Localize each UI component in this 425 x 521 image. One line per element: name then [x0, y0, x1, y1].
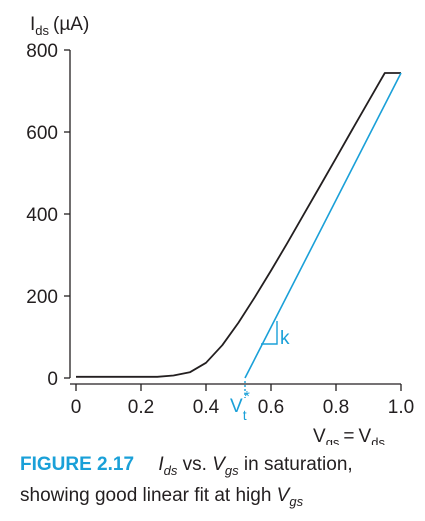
figure-label: FIGURE 2.17: [20, 454, 135, 475]
x-ticks: 0 0.2 0.4 0.6 0.8 1.0: [71, 384, 414, 418]
series-line-1: [244, 72, 402, 379]
y-tick-label-3: 600: [26, 123, 58, 144]
y-tick-label-1: 200: [26, 287, 58, 308]
caption-ids: Ids: [158, 454, 178, 478]
x-axis-label: Vgs = Vds: [313, 426, 385, 445]
y-tick-label-4: 800: [26, 41, 58, 62]
caption-line2-text: showing good linear fit at high: [20, 484, 277, 506]
x-tick-label-0: 0: [71, 397, 82, 418]
caption-line-2: showing good linear fit at high Vgs: [20, 483, 420, 514]
series-line-0: [76, 72, 401, 378]
series-group: [76, 72, 402, 379]
y-ticks: 0 200 400 600 800: [26, 41, 70, 390]
x-tick-label-5: 1.0: [388, 397, 414, 418]
slope-label: k: [280, 328, 290, 349]
slope-triangle: [261, 321, 278, 345]
x-tick-label-3: 0.6: [258, 397, 284, 418]
caption-line-1: FIGURE 2.17 Ids vs. Vgs in saturation,: [20, 452, 420, 483]
vt-star: *: [244, 388, 250, 405]
x-tick-label-1: 0.2: [128, 397, 154, 418]
y-tick-label-2: 400: [26, 205, 58, 226]
vt-label: Vt: [230, 396, 247, 423]
caption-vgs: Vgs: [212, 454, 239, 478]
vt-annotation: Vt *: [230, 381, 250, 423]
ids-vs-vgs-chart: Ids (µA) 0 200 400 600 800 0 0.2 0.4 0.6 0.8 1.0 k…: [26, 14, 414, 445]
figure-caption: FIGURE 2.17 Ids vs. Vgs in saturation, s…: [20, 452, 420, 514]
caption-line1-tail: in saturation,: [238, 454, 353, 475]
y-tick-label-0: 0: [47, 369, 58, 390]
caption-vs: vs.: [177, 454, 213, 475]
x-tick-label-4: 0.8: [323, 397, 349, 418]
y-axis-label: Ids (µA): [30, 14, 89, 38]
caption-vgs-2: Vgs: [276, 484, 304, 509]
slope-annotation: k: [261, 321, 290, 349]
x-tick-label-2: 0.4: [193, 397, 220, 418]
